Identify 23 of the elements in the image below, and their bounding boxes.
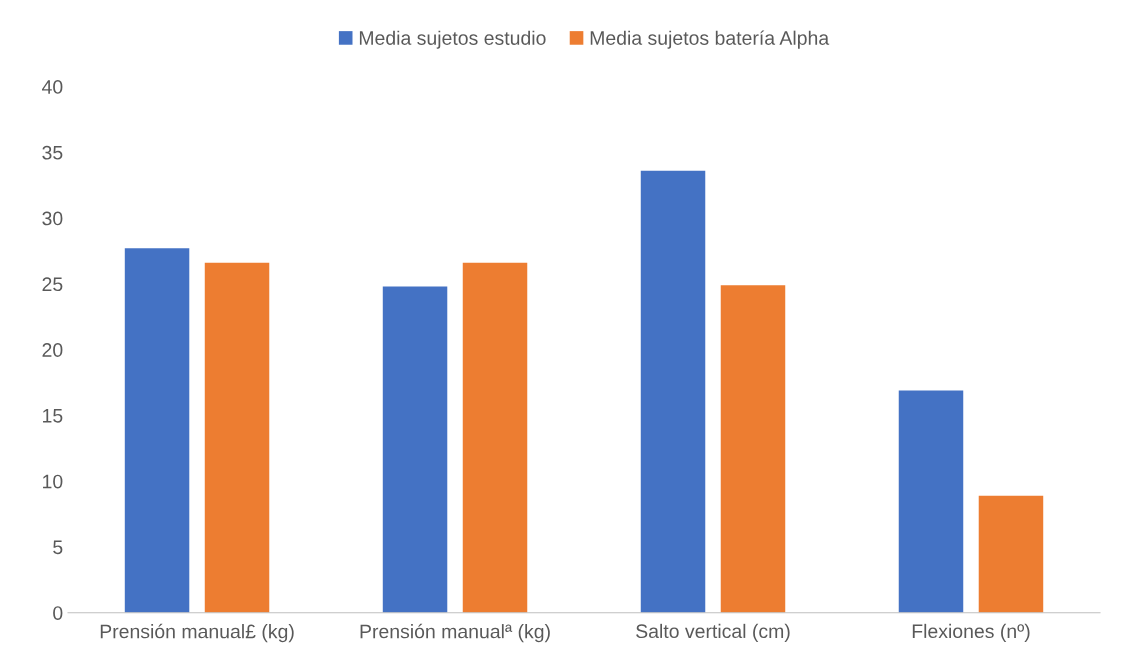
x-tick-label: Flexiones (nº) — [912, 623, 1030, 642]
y-tick-label: 30 — [42, 211, 63, 226]
legend-label: Media sujetos estudio — [359, 30, 546, 49]
x-tick-label: Prensión manual£ (kg) — [100, 623, 294, 643]
y-tick-label: 0 — [53, 606, 63, 620]
bar — [382, 286, 448, 613]
y-tick-label: 35 — [42, 145, 63, 160]
bar — [124, 248, 190, 613]
y-tick-label: 5 — [53, 540, 63, 555]
y-tick-label: 40 — [42, 80, 63, 94]
bar — [978, 495, 1044, 613]
y-tick-label: 25 — [42, 277, 63, 292]
y-tick-label: 10 — [43, 474, 63, 489]
bar — [898, 390, 964, 613]
bar — [204, 262, 270, 613]
bar — [462, 262, 528, 613]
y-tick-label: 15 — [43, 409, 63, 423]
bar — [720, 285, 786, 613]
y-tick-label: 20 — [42, 343, 63, 357]
x-tick-label: Salto vertical (cm) — [636, 623, 790, 642]
legend-label: Media sujetos batería Alpha — [590, 30, 830, 49]
x-tick-label: Prensión manualª (kg) — [360, 623, 550, 643]
bar — [640, 170, 706, 613]
